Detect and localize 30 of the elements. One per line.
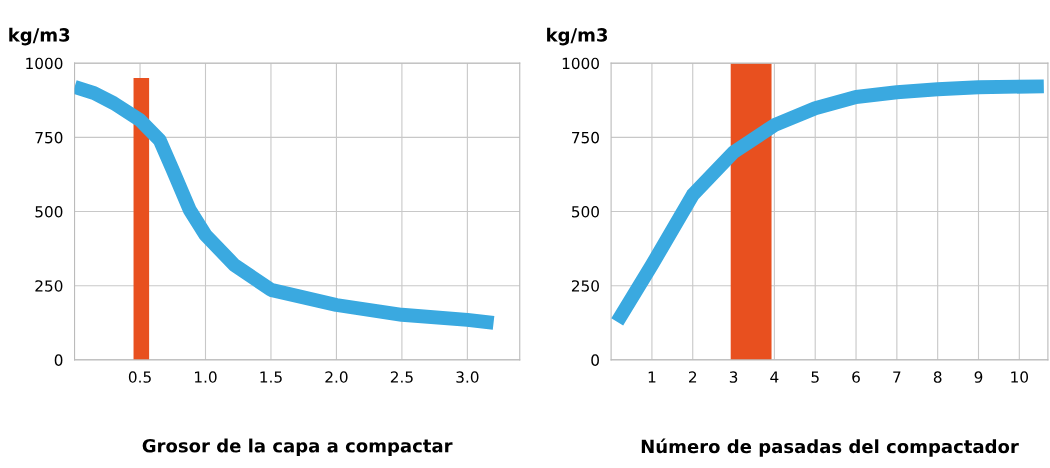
y-tick-label: 1000 [562, 57, 599, 70]
x-tick-label: 3 [729, 371, 738, 383]
x-tick-label: 1.5 [260, 371, 282, 383]
x-tick-label: 4 [770, 371, 779, 383]
x-tick-label: 6 [852, 371, 860, 383]
x-tick-label: 2.0 [325, 371, 348, 383]
y-tick-label: 250 [571, 280, 599, 292]
x-tick-label: 2.5 [390, 371, 413, 383]
x-tick-label: 7 [893, 371, 901, 383]
x-tick-label: 9 [974, 371, 983, 383]
y-tick-label: 500 [572, 206, 599, 218]
y-tick-label: 0 [591, 354, 599, 366]
x-tick-label: 1 [648, 371, 656, 383]
y-axis-title: kg/m3 [9, 27, 70, 46]
y-axis-title: kg/m3 [547, 27, 608, 46]
y-tick-label: 750 [35, 131, 63, 144]
x-tick-label: 0.5 [128, 371, 151, 383]
x-axis-title: Número de pasadas del compactador [641, 438, 1019, 457]
x-tick-label: 3.0 [456, 371, 479, 383]
y-tick-label: 500 [35, 206, 63, 218]
x-tick-label: 8 [933, 371, 942, 383]
y-tick-label: 250 [35, 280, 63, 292]
y-tick-label: 1000 [26, 57, 63, 70]
x-tick-label: 2 [689, 371, 697, 383]
x-tick-label: 1.0 [195, 371, 217, 383]
y-tick-label: 0 [54, 354, 63, 366]
x-axis-title: Grosor de la capa a compactar [142, 438, 453, 457]
x-tick-label: 10 [1011, 371, 1029, 383]
x-tick-label: 5 [811, 371, 819, 383]
y-tick-label: 750 [572, 131, 599, 144]
